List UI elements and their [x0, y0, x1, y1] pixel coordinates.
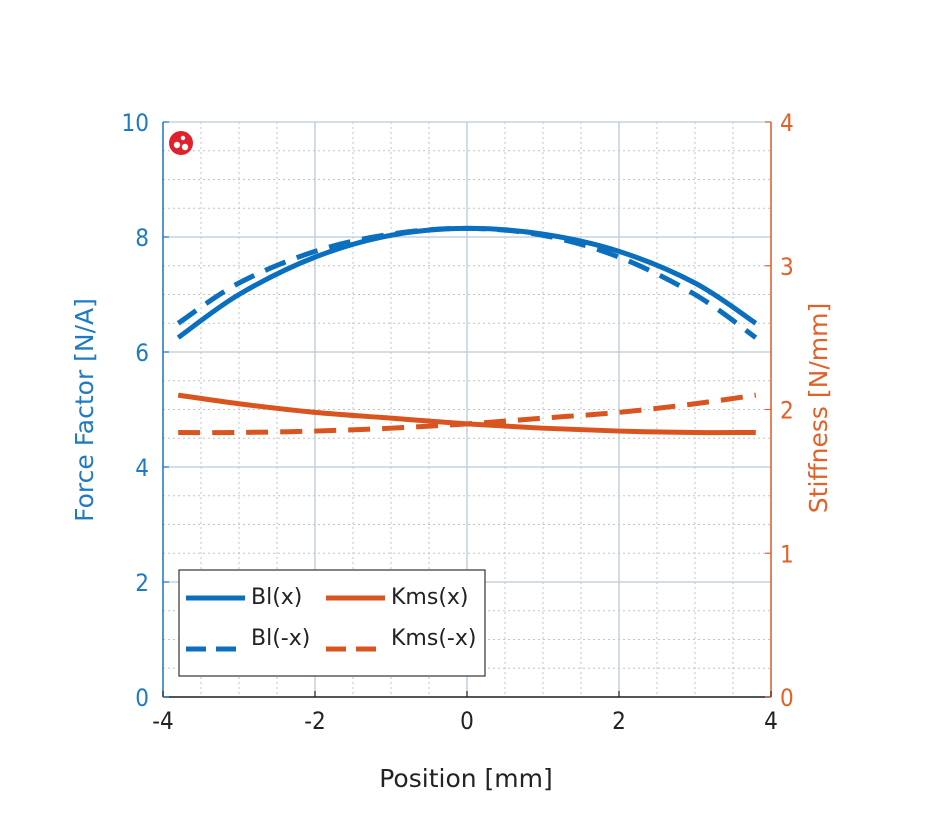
series-lines — [176, 225, 758, 436]
y-left-tick-label: 0 — [135, 684, 149, 712]
y-left-tick-label: 4 — [135, 454, 149, 482]
y-right-tick-label: 2 — [780, 397, 794, 425]
y-left-tick-label: 8 — [135, 224, 149, 252]
y-left-tick-label: 2 — [135, 569, 149, 597]
y-left-tick-label: 10 — [122, 109, 149, 137]
y-right-tick-label: 1 — [780, 540, 794, 568]
series-line-kms-neg-x — [178, 392, 757, 436]
y-left-tick-label: 6 — [135, 339, 149, 367]
y-left-axis-title: Force Factor [N/A] — [70, 298, 99, 522]
y-right-tick-label: 3 — [780, 253, 794, 281]
x-axis-title: Position [mm] — [379, 764, 553, 793]
legend-label-kms-x: Kms(x) — [391, 585, 469, 610]
legend-label-bl-neg-x: Bl(-x) — [251, 626, 310, 651]
grid — [162, 121, 772, 698]
legend: Bl(x) Kms(x) Bl(-x) Kms(-x) — [178, 569, 486, 677]
x-tick-label: -4 — [152, 707, 174, 735]
legend-box — [178, 569, 486, 677]
legend-label-kms-neg-x: Kms(-x) — [391, 626, 476, 651]
y-right-axis-title: Stiffness [N/mm] — [804, 303, 833, 513]
x-tick-label: -2 — [304, 707, 326, 735]
y-right-tick-labels: 0 1 2 3 4 — [780, 109, 794, 712]
axes — [162, 121, 772, 698]
y-right-tick-label: 0 — [780, 684, 794, 712]
x-tick-labels: -4 -2 0 2 4 — [152, 707, 778, 735]
y-left-tick-labels: 0 2 4 6 8 10 — [122, 109, 149, 712]
y-right-tick-label: 4 — [780, 109, 794, 137]
brand-logo-icon — [169, 131, 193, 155]
x-tick-label: 0 — [460, 707, 474, 735]
x-tick-label: 4 — [764, 707, 778, 735]
series-line-bl-neg-x — [176, 225, 758, 340]
legend-label-bl-x: Bl(x) — [251, 585, 302, 610]
x-tick-label: 2 — [612, 707, 626, 735]
